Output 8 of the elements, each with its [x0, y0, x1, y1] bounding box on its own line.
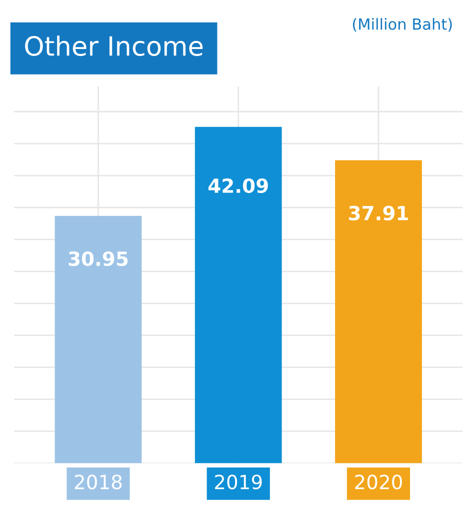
x-tick-label: 2020 [355, 474, 402, 490]
text: (Million Baht) [352, 18, 452, 32]
x-tick-label: 2018 [74, 474, 122, 490]
data-label: 30.95 [68, 251, 128, 266]
x-tick-label: 2019 [215, 474, 262, 490]
chart-title: Other Income [25, 36, 203, 56]
data-label: 37.91 [349, 206, 408, 220]
data-label: 42.09 [208, 178, 268, 194]
